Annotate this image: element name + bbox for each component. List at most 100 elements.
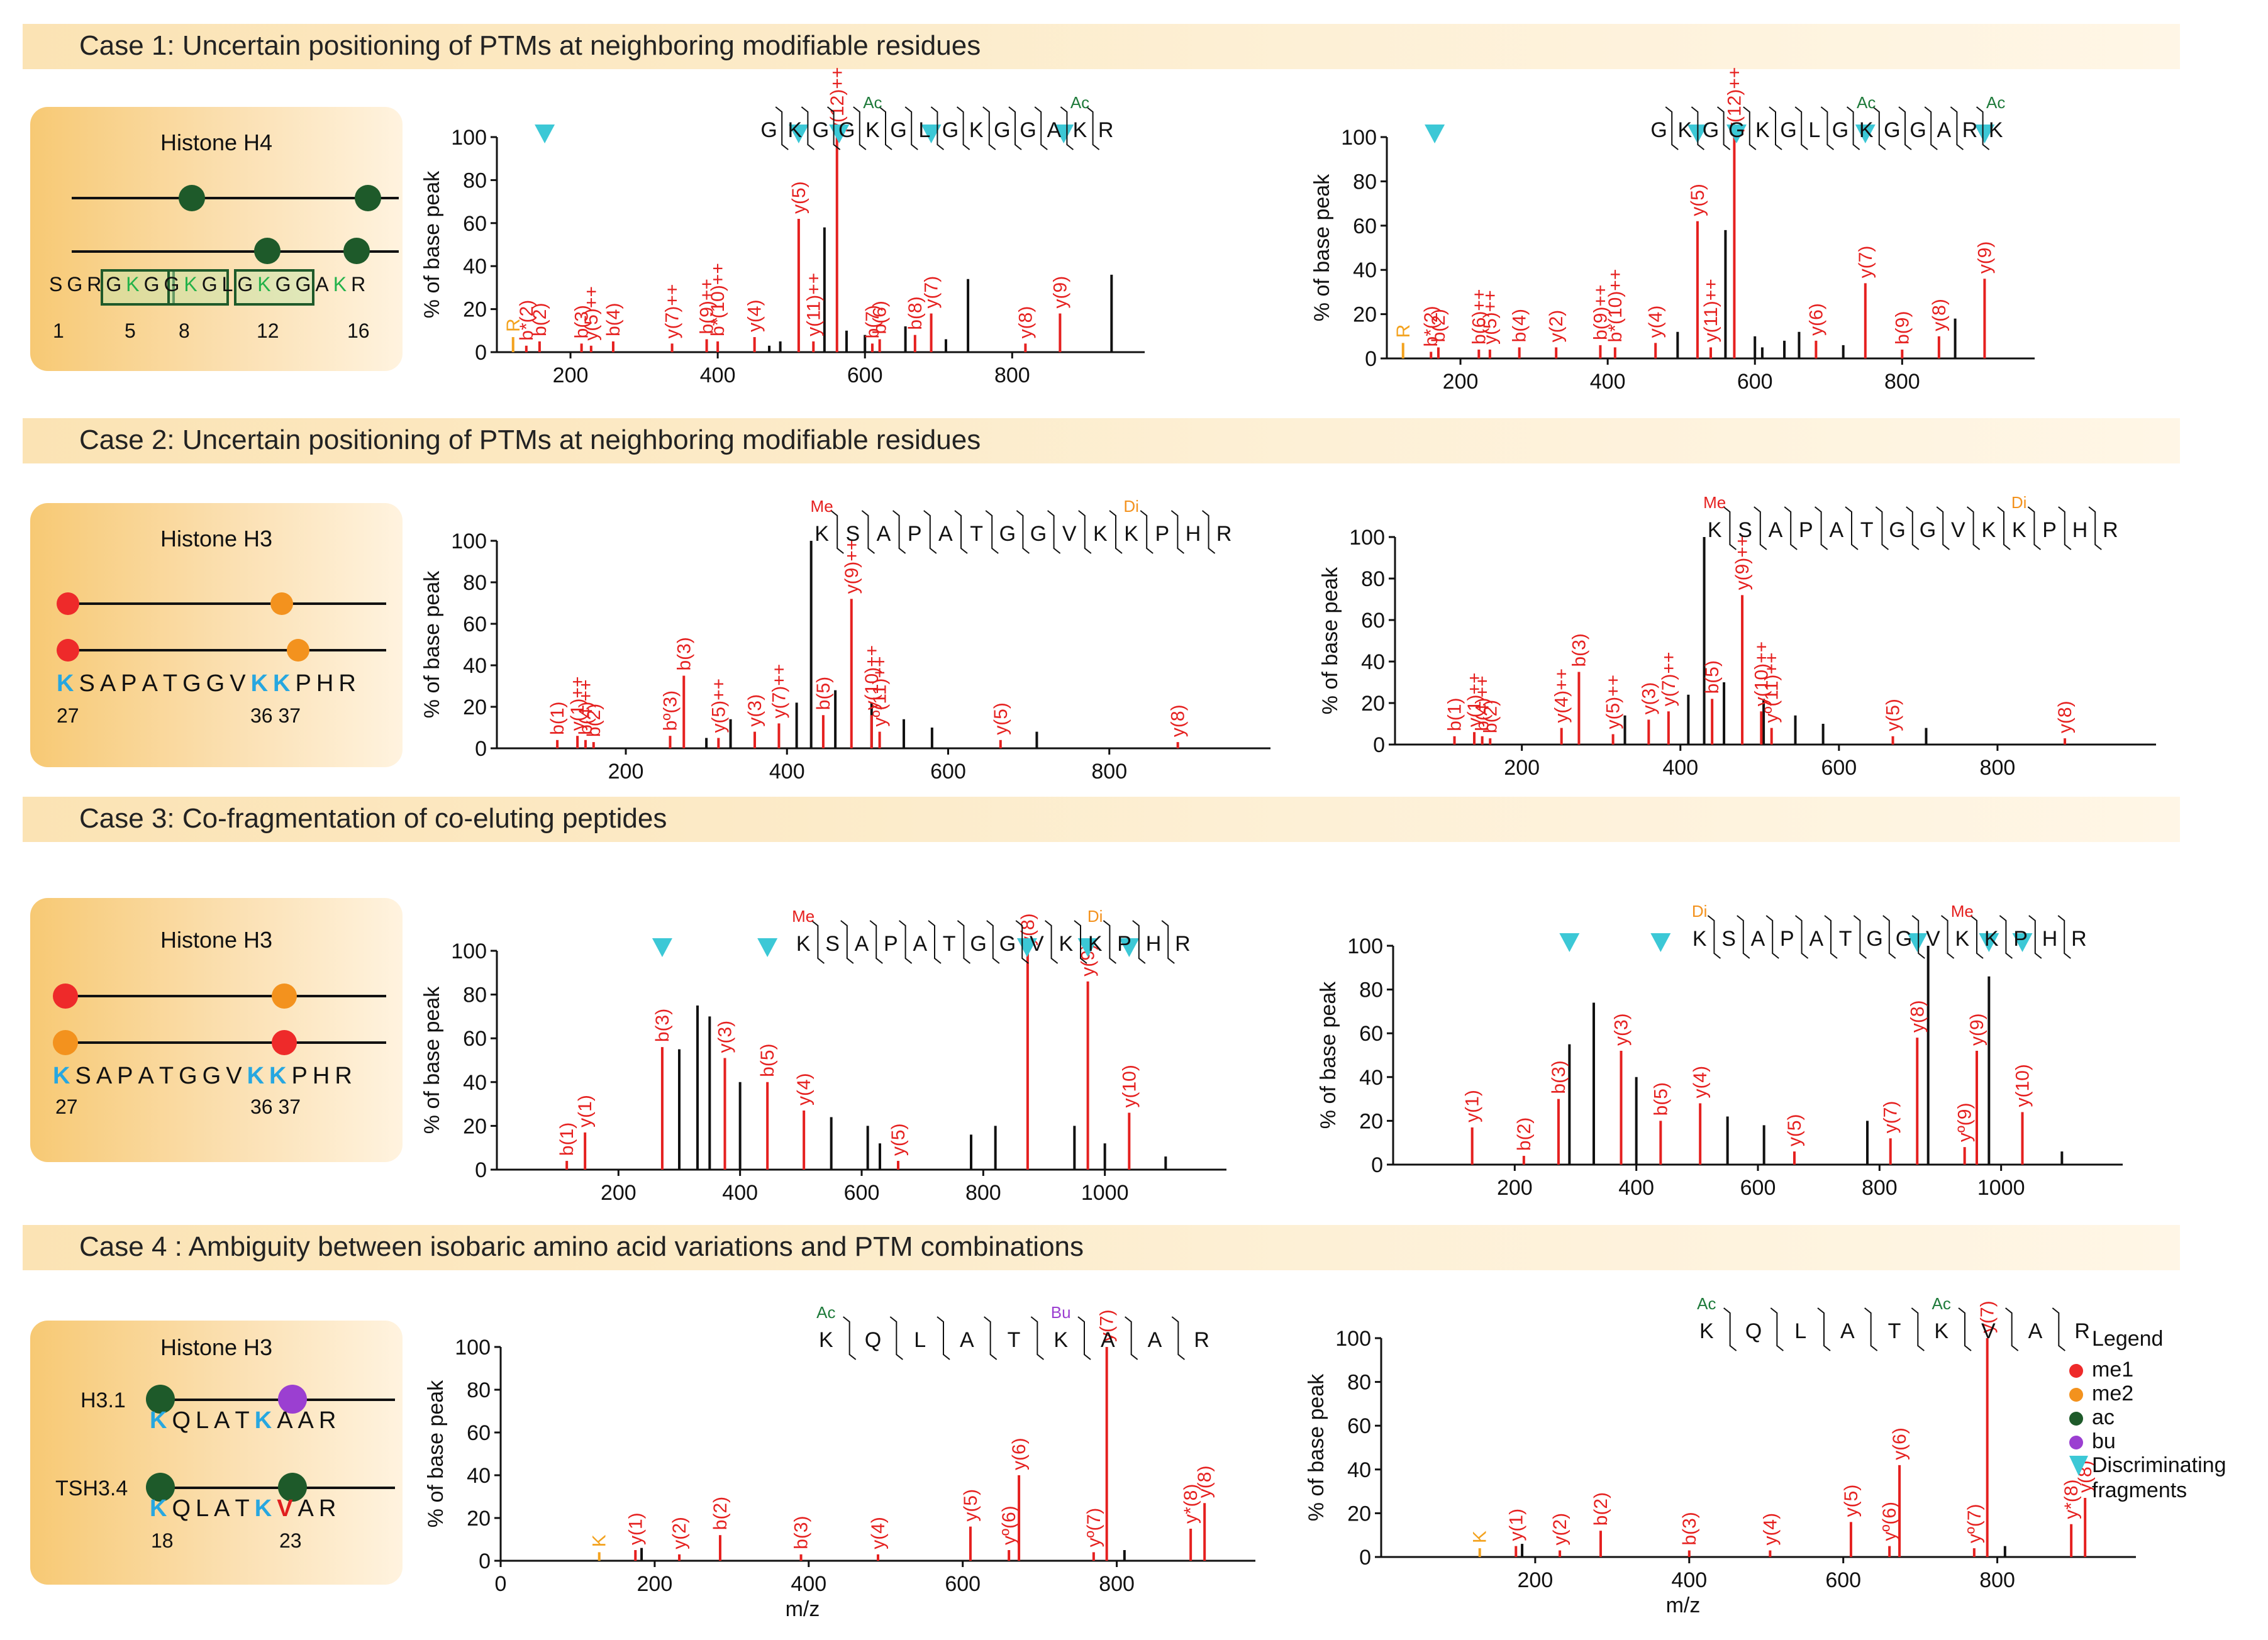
ion-label: y*(8) (1181, 1484, 1201, 1524)
x-tick-label: 200 (637, 1572, 673, 1596)
residue-num-36-37: 36 37 (250, 704, 301, 727)
residue: V (277, 1495, 294, 1522)
ion-label: b(5) (1702, 660, 1723, 694)
ac-dot (146, 1473, 175, 1502)
ion-label: yº(11)++ (870, 656, 891, 726)
x-axis-label: m/z (786, 1597, 820, 1621)
fragment-cleavage (861, 510, 876, 554)
peptide-residue: K (1984, 927, 1999, 951)
peptide-residue: G (760, 118, 777, 142)
fragment-cleavage (801, 106, 815, 150)
residue-num-27: 27 (57, 704, 79, 727)
fragment-cleavage (1824, 915, 1838, 959)
fragment-cleavage (1898, 106, 1912, 150)
ion-label: y(1) (625, 1512, 646, 1545)
x-tick-label: 200 (1497, 1176, 1533, 1200)
peptide-residue: A (913, 932, 927, 956)
residue: G (295, 273, 312, 296)
ion-label: b*(10)++ (708, 263, 728, 336)
peptide-residue: S (1721, 927, 1736, 951)
peptide-residue: K (1088, 932, 1103, 956)
residue: A (277, 1407, 294, 1434)
discriminating-fragment-marker (1726, 125, 1747, 143)
peptide-residue: T (1860, 518, 1874, 542)
peptide-residue: G (1030, 522, 1047, 546)
ion-label: y(1)++ (1464, 672, 1485, 727)
peptide-residue: G (890, 118, 906, 142)
fragment-cleavage (2005, 1307, 2019, 1351)
y-tick-label: 100 (451, 126, 487, 150)
residue: A (297, 1495, 315, 1522)
discriminating-fragment-marker (788, 125, 809, 143)
spectrum-case2-left: 0 20 40 60 80 100 200 400 600 800 % of base peak b(… (420, 497, 1270, 784)
legend-item-bu: bu (2069, 1429, 2163, 1453)
me2-dot (53, 1030, 78, 1055)
ion-label: y(8) (2055, 701, 2076, 733)
x-tick-label: 1000 (1081, 1181, 1129, 1205)
discriminating-fragment-marker (1077, 938, 1098, 957)
fragment-cleavage (1737, 915, 1750, 959)
ion-label: R (1393, 324, 1414, 338)
ion-label: b(5) (757, 1043, 778, 1077)
y-axis-label: % of base peak (1310, 174, 1334, 321)
triangle-icon (2069, 1456, 2088, 1476)
case-banner-1: Case 1: Uncertain positioning of PTMs at… (23, 24, 2180, 69)
x-tick-label: 200 (608, 760, 644, 784)
peptide-residue: K (1093, 522, 1108, 546)
ion-label: y(4) (745, 299, 765, 332)
peptide-residue: L (1794, 1319, 1806, 1343)
peptide-residue: A (1840, 1319, 1855, 1343)
peptide-residue: G (999, 522, 1016, 546)
ptm-label: Di (1692, 902, 1708, 921)
y-tick-label: 100 (451, 529, 487, 553)
fragment-cleavage (2057, 915, 2071, 959)
ion-label: y(7) (1977, 1300, 1998, 1333)
ion-label: y(5) (1687, 184, 1708, 216)
y-tick-label: 80 (1347, 1371, 1371, 1395)
fragment-cleavage (1966, 506, 1981, 550)
residue: T (158, 1063, 175, 1089)
ion-label: y(3) (745, 694, 765, 727)
ion-label: y(5) (1784, 1114, 1805, 1146)
y-tick-label: 60 (467, 1421, 491, 1445)
case-banner-4: Case 4 : Ambiguity between isobaric amin… (23, 1225, 2180, 1270)
ion-label: b(8) (905, 296, 926, 330)
ion-label: b(2) (530, 303, 550, 336)
peptide-residue: T (943, 932, 956, 956)
residue: S (79, 670, 96, 697)
legend: Legend me1 me2 ac bu Discriminating frag… (2069, 1327, 2226, 1506)
me2-dot (270, 592, 293, 615)
ion-label: b(9) (1892, 311, 1913, 345)
ion-label: y(5)++ (1603, 675, 1624, 729)
me1-dot (272, 1030, 297, 1055)
y-tick-label: 40 (1353, 258, 1377, 282)
ion-label: b(4)++ (1472, 675, 1493, 731)
residue-num-23: 23 (279, 1529, 302, 1552)
residue: A (214, 1495, 231, 1522)
ptm-label: Me (811, 497, 833, 516)
ion-label: K (1470, 1531, 1491, 1543)
residue: G (67, 273, 84, 296)
y-axis-label: % of base peak (424, 1380, 448, 1527)
residue: A (297, 1407, 315, 1434)
fragment-cleavage (1875, 506, 1889, 550)
residue: K (184, 273, 198, 296)
fragment-cleavage (1765, 915, 1779, 959)
residue: R (318, 1495, 338, 1522)
fragment-cleavage (1911, 915, 1925, 959)
panel-title: Histone H3 (160, 927, 273, 953)
ptm-label: Me (1951, 902, 1974, 921)
ac-dot (254, 238, 281, 264)
ion-label: yº(6) (999, 1505, 1020, 1545)
peptide-residue: Q (1745, 1319, 1762, 1343)
residue: A (138, 1063, 155, 1089)
residue: K (126, 273, 140, 296)
me2-dot (272, 983, 297, 1009)
legend-swatch (2069, 1364, 2083, 1378)
x-tick-label: 800 (1884, 370, 1920, 394)
ion-label: y(1) (575, 1095, 596, 1128)
peptide-residue: A (1769, 518, 1783, 542)
ion-label: y(1) (1462, 1090, 1483, 1122)
